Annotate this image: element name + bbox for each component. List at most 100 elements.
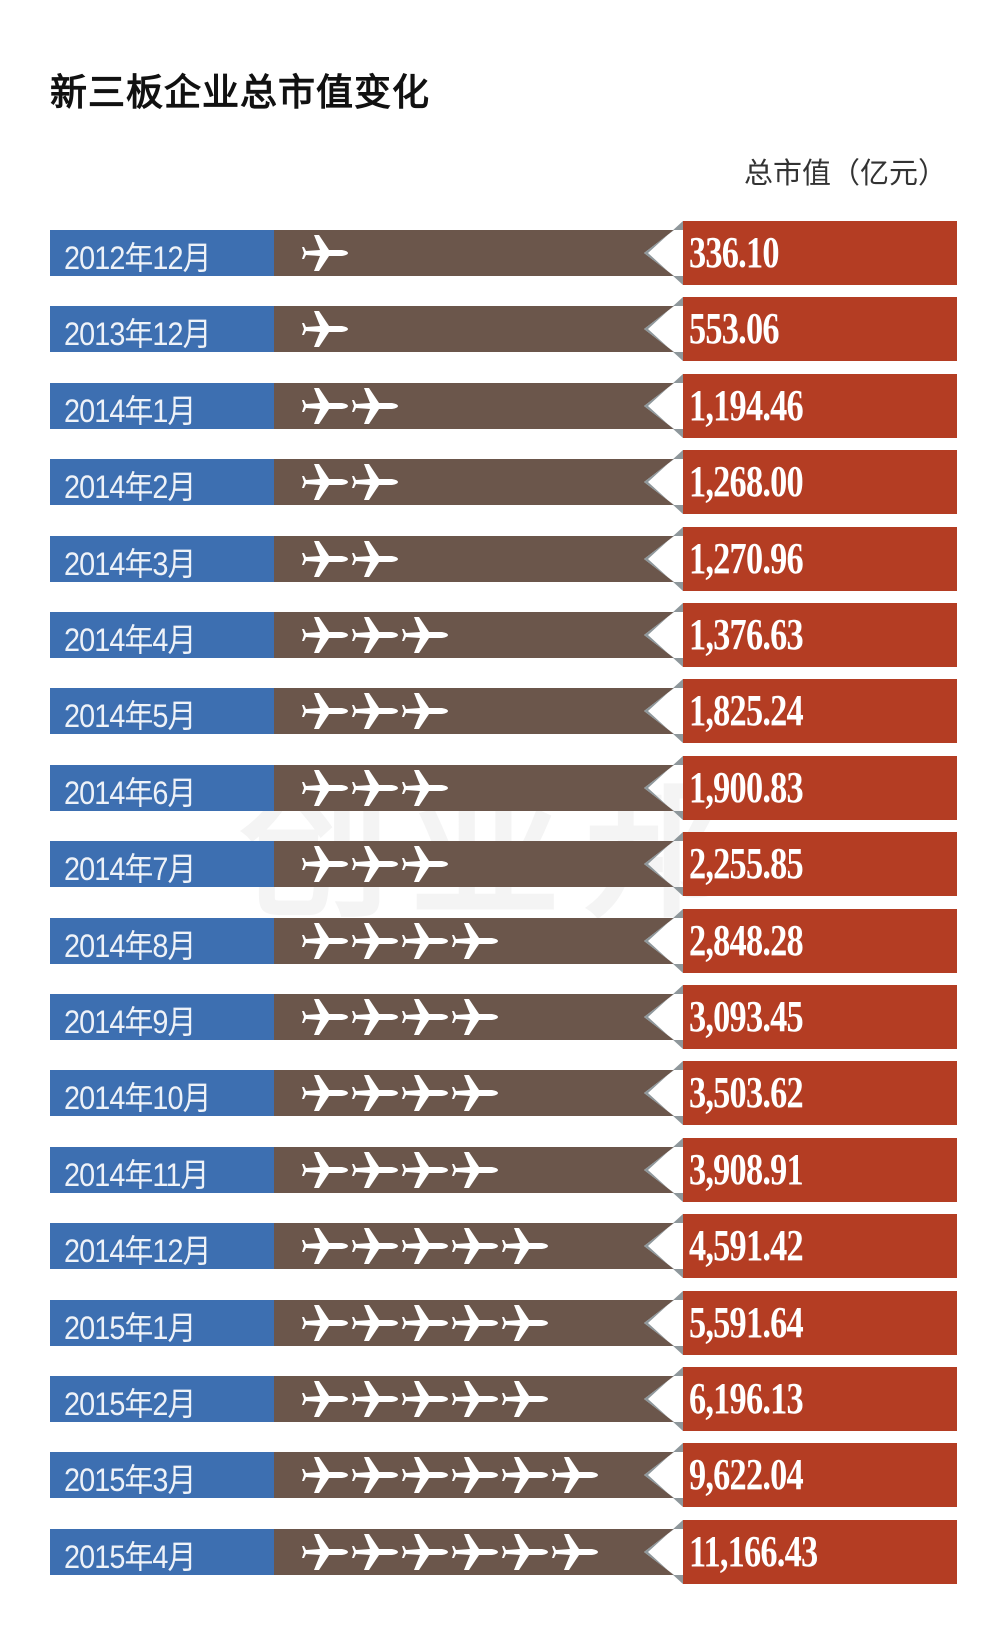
data-row: 2014年3月 1,270.96 [0, 526, 1001, 591]
airplane-icon [352, 693, 398, 730]
date-label: 2014年11月 [64, 1156, 209, 1193]
date-label: 2014年2月 [64, 469, 196, 506]
data-row: 2014年6月 1,900.83 [0, 755, 1001, 820]
data-row: 2014年5月 1,825.24 [0, 679, 1001, 744]
airplane-icon [302, 464, 348, 501]
airplane-icon [502, 1457, 548, 1494]
value-cell: 9,622.04 [683, 1443, 957, 1508]
date-label: 2015年4月 [64, 1538, 196, 1575]
chart-title: 新三板企业总市值变化 [50, 71, 430, 114]
date-label: 2014年4月 [64, 622, 196, 658]
unit-label: 总市值（亿元） [743, 156, 947, 190]
data-row: 2015年4月 11,166.43 [0, 1519, 1001, 1584]
value-label: 11,166.43 [689, 1526, 818, 1576]
date-cell: 2015年4月 [50, 1528, 274, 1575]
airplane-icon [452, 1075, 498, 1112]
airplane-icon [452, 999, 498, 1035]
data-row: 2014年11月 3,908.91 [0, 1137, 1001, 1202]
bar-cell [274, 832, 683, 897]
value-label: 1,825.24 [689, 686, 804, 736]
airplane-icon [352, 999, 398, 1035]
airplane-icon [302, 387, 348, 424]
value-label: 9,622.04 [689, 1450, 804, 1500]
value-cell: 2,848.28 [683, 908, 957, 973]
date-label: 2014年10月 [64, 1080, 211, 1117]
bar-background [274, 535, 674, 582]
arrow-notch [644, 603, 683, 667]
arrow-notch [644, 450, 683, 515]
airplane-icon [502, 1381, 548, 1417]
airplane-icon [352, 769, 398, 806]
date-cell: 2015年1月 [50, 1299, 274, 1346]
value-cell: 336.10 [683, 221, 957, 285]
value-cell: 1,268.00 [683, 450, 957, 515]
airplane-icon [452, 1304, 498, 1341]
date-cell: 2015年3月 [50, 1452, 274, 1499]
arrow-notch [644, 1519, 683, 1584]
arrow-notch [644, 1137, 683, 1202]
value-label: 553.06 [689, 304, 779, 354]
airplane-icon [352, 846, 398, 883]
date-cell: 2014年3月 [50, 535, 274, 582]
airplane-icon [352, 1228, 398, 1265]
data-row: 2014年1月 1,194.46 [0, 373, 1001, 438]
date-label: 2014年7月 [64, 851, 196, 888]
arrow-notch [644, 679, 683, 744]
airplane-icon [402, 846, 448, 883]
airplane-icon [402, 922, 448, 959]
airplane-icon [302, 311, 348, 348]
value-label: 336.10 [689, 228, 779, 277]
data-row: 2014年10月 3,503.62 [0, 1061, 1001, 1126]
airplane-icon [402, 1304, 448, 1341]
bar-background [274, 459, 674, 506]
airplane-icon [352, 1457, 398, 1494]
airplane-icon [302, 1381, 348, 1417]
data-row: 2015年2月 6,196.13 [0, 1367, 1001, 1431]
date-cell: 2014年7月 [50, 841, 274, 888]
airplane-icon [302, 1533, 348, 1570]
airplane-icon [352, 540, 398, 577]
date-cell: 2014年1月 [50, 382, 274, 429]
airplane-icon [552, 1533, 598, 1570]
airplane-icon [352, 387, 398, 424]
bar-background [274, 764, 674, 811]
value-cell: 1,270.96 [683, 526, 957, 591]
airplane-icon [552, 1457, 598, 1494]
bar-cell [274, 755, 683, 820]
date-label: 2014年5月 [64, 698, 196, 735]
arrow-notch [644, 908, 683, 973]
airplane-icon [402, 693, 448, 730]
date-label: 2012年12月 [64, 240, 211, 276]
airplane-icon [502, 1228, 548, 1265]
date-label: 2014年6月 [64, 774, 196, 811]
date-cell: 2014年6月 [50, 764, 274, 811]
date-label: 2015年1月 [64, 1309, 196, 1346]
airplane-icon [302, 1304, 348, 1341]
value-label: 1,270.96 [689, 533, 804, 583]
arrow-notch [644, 221, 683, 285]
value-cell: 1,376.63 [683, 603, 957, 667]
value-label: 1,376.63 [689, 610, 804, 659]
bar-cell [274, 985, 683, 1049]
value-label: 2,255.85 [689, 839, 804, 889]
value-cell: 553.06 [683, 297, 957, 362]
date-cell: 2012年12月 [50, 230, 274, 276]
airplane-icon [452, 1533, 498, 1570]
airplane-icon [452, 1381, 498, 1417]
airplane-icon [352, 1075, 398, 1112]
airplane-icon [352, 1381, 398, 1417]
value-cell: 3,908.91 [683, 1137, 957, 1202]
date-cell: 2014年10月 [50, 1070, 274, 1117]
bar-background [274, 688, 674, 735]
value-cell: 4,591.42 [683, 1214, 957, 1279]
date-label: 2014年9月 [64, 1004, 196, 1040]
airplane-icon [452, 922, 498, 959]
airplane-icon [302, 235, 348, 271]
date-cell: 2015年2月 [50, 1376, 274, 1422]
airplane-icon [302, 693, 348, 730]
airplane-icon [352, 1533, 398, 1570]
airplane-icon [302, 617, 348, 653]
value-label: 2,848.28 [689, 915, 804, 965]
arrow-notch [644, 1290, 683, 1355]
date-label: 2014年1月 [64, 392, 196, 429]
